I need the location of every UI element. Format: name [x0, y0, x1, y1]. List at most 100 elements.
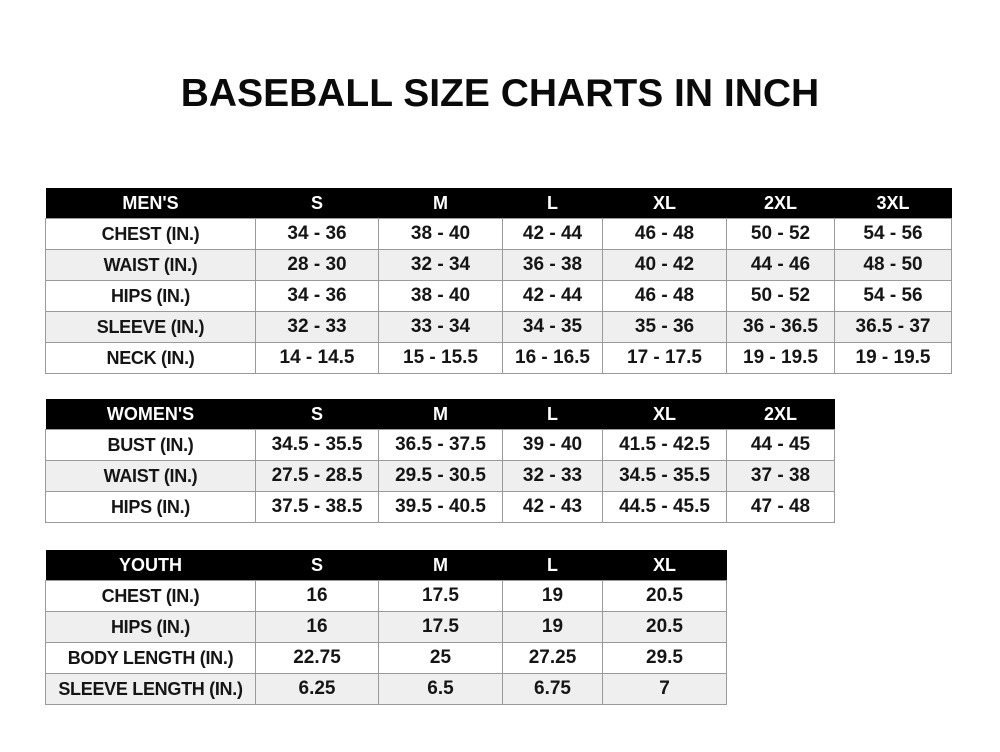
header-row: WOMEN'S S M L XL 2XL — [45, 399, 835, 430]
youth-size-table: YOUTH S M L XL CHEST (IN.) 16 17.5 19 20.5 HIPS (I… — [45, 550, 727, 705]
size-value: 44 - 46 — [726, 249, 835, 281]
size-value: 32 - 33 — [502, 460, 603, 492]
header-row: YOUTH S M L XL — [45, 550, 727, 581]
header-row: MEN'S S M L XL 2XL 3XL — [45, 188, 952, 219]
size-value: 46 - 48 — [602, 218, 727, 250]
size-header: 2XL — [726, 399, 835, 430]
size-header: S — [255, 399, 379, 430]
table-row: SLEEVE LENGTH (IN.) 6.25 6.5 6.75 7 — [45, 673, 727, 705]
size-value: 36.5 - 37.5 — [378, 429, 503, 461]
size-header: XL — [602, 550, 727, 581]
size-value: 32 - 34 — [378, 249, 503, 281]
size-value: 6.25 — [255, 673, 379, 705]
size-value: 41.5 - 42.5 — [602, 429, 727, 461]
size-header: L — [502, 399, 603, 430]
size-value: 19 - 19.5 — [834, 342, 952, 374]
size-value: 37 - 38 — [726, 460, 835, 492]
size-value: 16 — [255, 611, 379, 643]
size-value: 17.5 — [378, 611, 503, 643]
size-value: 19 — [502, 580, 603, 612]
size-header: 2XL — [726, 188, 835, 219]
table-row: BUST (IN.) 34.5 - 35.5 36.5 - 37.5 39 - 40 4… — [45, 429, 835, 461]
measurement-label: BODY LENGTH (IN.) — [45, 642, 256, 674]
size-value: 19 - 19.5 — [726, 342, 835, 374]
size-value: 47 - 48 — [726, 491, 835, 523]
size-value: 34 - 36 — [255, 280, 379, 312]
size-value: 33 - 34 — [378, 311, 503, 343]
size-value: 20.5 — [602, 580, 727, 612]
size-header: M — [378, 550, 503, 581]
womens-size-table: WOMEN'S S M L XL 2XL BUST (IN.) 34.5 - 35.5 36.5… — [45, 399, 835, 523]
measurement-label: CHEST (IN.) — [45, 580, 256, 612]
measurement-label: SLEEVE (IN.) — [45, 311, 256, 343]
size-header: L — [502, 550, 603, 581]
size-value: 42 - 43 — [502, 491, 603, 523]
table-row: CHEST (IN.) 16 17.5 19 20.5 — [45, 580, 727, 612]
size-value: 16 - 16.5 — [502, 342, 603, 374]
measurement-label: SLEEVE LENGTH (IN.) — [45, 673, 256, 705]
table-row: BODY LENGTH (IN.) 22.75 25 27.25 29.5 — [45, 642, 727, 674]
size-value: 38 - 40 — [378, 218, 503, 250]
size-value: 50 - 52 — [726, 280, 835, 312]
size-value: 14 - 14.5 — [255, 342, 379, 374]
table-row: HIPS (IN.) 16 17.5 19 20.5 — [45, 611, 727, 643]
measurement-label: NECK (IN.) — [45, 342, 256, 374]
size-value: 36.5 - 37 — [834, 311, 952, 343]
size-value: 36 - 36.5 — [726, 311, 835, 343]
category-header: WOMEN'S — [45, 399, 256, 430]
size-value: 17.5 — [378, 580, 503, 612]
size-value: 35 - 36 — [602, 311, 727, 343]
measurement-label: WAIST (IN.) — [45, 460, 256, 492]
size-value: 32 - 33 — [255, 311, 379, 343]
size-header: XL — [602, 399, 727, 430]
size-header: 3XL — [834, 188, 952, 219]
size-value: 48 - 50 — [834, 249, 952, 281]
size-value: 19 — [502, 611, 603, 643]
size-value: 44 - 45 — [726, 429, 835, 461]
size-value: 20.5 — [602, 611, 727, 643]
size-value: 17 - 17.5 — [602, 342, 727, 374]
size-header: L — [502, 188, 603, 219]
size-value: 34.5 - 35.5 — [602, 460, 727, 492]
size-value: 6.5 — [378, 673, 503, 705]
measurement-label: WAIST (IN.) — [45, 249, 256, 281]
size-value: 54 - 56 — [834, 218, 952, 250]
table-row: HIPS (IN.) 37.5 - 38.5 39.5 - 40.5 42 - 43 4… — [45, 491, 835, 523]
size-value: 27.5 - 28.5 — [255, 460, 379, 492]
size-value: 16 — [255, 580, 379, 612]
size-header: M — [378, 399, 503, 430]
size-value: 34 - 35 — [502, 311, 603, 343]
table-row: SLEEVE (IN.) 32 - 33 33 - 34 34 - 35 35 - 36… — [45, 311, 952, 343]
table-row: NECK (IN.) 14 - 14.5 15 - 15.5 16 - 16.5 17 … — [45, 342, 952, 374]
size-header: M — [378, 188, 503, 219]
size-header: S — [255, 550, 379, 581]
size-value: 50 - 52 — [726, 218, 835, 250]
size-value: 28 - 30 — [255, 249, 379, 281]
measurement-label: HIPS (IN.) — [45, 611, 256, 643]
size-value: 25 — [378, 642, 503, 674]
size-value: 39 - 40 — [502, 429, 603, 461]
table-row: WAIST (IN.) 27.5 - 28.5 29.5 - 30.5 32 - 33… — [45, 460, 835, 492]
category-header: MEN'S — [45, 188, 256, 219]
size-value: 44.5 - 45.5 — [602, 491, 727, 523]
size-value: 7 — [602, 673, 727, 705]
size-value: 42 - 44 — [502, 280, 603, 312]
size-value: 15 - 15.5 — [378, 342, 503, 374]
category-header: YOUTH — [45, 550, 256, 581]
size-value: 42 - 44 — [502, 218, 603, 250]
size-value: 36 - 38 — [502, 249, 603, 281]
size-value: 37.5 - 38.5 — [255, 491, 379, 523]
size-value: 29.5 - 30.5 — [378, 460, 503, 492]
size-value: 6.75 — [502, 673, 603, 705]
size-value: 39.5 - 40.5 — [378, 491, 503, 523]
page-title: BASEBALL SIZE CHARTS IN INCH — [180, 72, 820, 115]
mens-size-table: MEN'S S M L XL 2XL 3XL CHEST (IN.) 34 - 36 38 - 4… — [45, 188, 952, 374]
measurement-label: HIPS (IN.) — [45, 280, 256, 312]
measurement-label: HIPS (IN.) — [45, 491, 256, 523]
size-header: S — [255, 188, 379, 219]
size-value: 29.5 — [602, 642, 727, 674]
table-row: WAIST (IN.) 28 - 30 32 - 34 36 - 38 40 - 42 4… — [45, 249, 952, 281]
size-header: XL — [602, 188, 727, 219]
size-value: 40 - 42 — [602, 249, 727, 281]
size-value: 34 - 36 — [255, 218, 379, 250]
